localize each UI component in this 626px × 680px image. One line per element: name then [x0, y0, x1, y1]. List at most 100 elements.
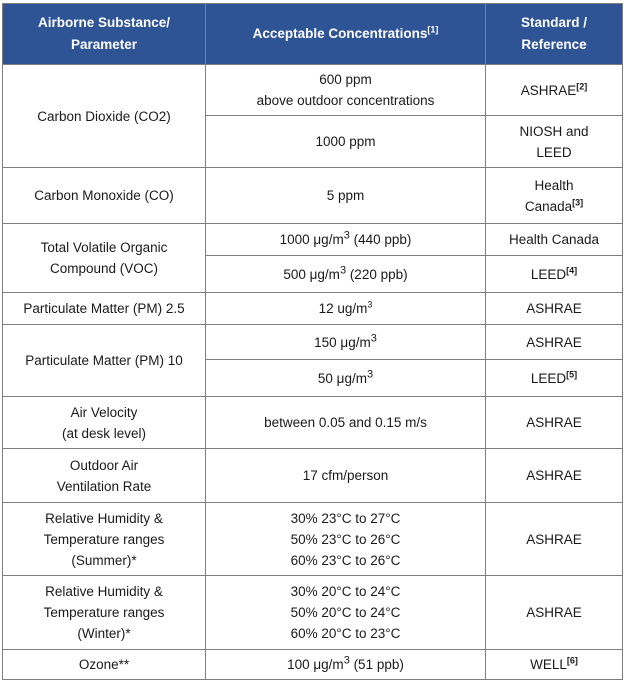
ozone-conc: 100 μg/m3 (51 ppb) [205, 649, 486, 680]
velocity-name-line2: (at desk level) [61, 425, 147, 441]
ozone-std-text: WELL [530, 657, 567, 672]
voc-name-line2: Compound (VOC) [49, 261, 159, 276]
footnote-6: [6] [566, 655, 578, 666]
voc-conc-2-exponent: 3 [339, 264, 347, 276]
co-name: Carbon Monoxide (CO) [2, 167, 206, 224]
table-row: 1000 ppm NIOSH and LEED [3, 115, 623, 168]
pm25-conc-exponent: 3 [367, 299, 373, 310]
rh-summer-name-line2: Temperature ranges [43, 531, 165, 547]
header-concentration-text: Concentrations [328, 26, 428, 41]
voc-name: Total Volatile Organic Compound (VOC) [2, 223, 206, 293]
rh-winter-std: ASHRAE [485, 575, 623, 650]
table-row: Ozone** 100 μg/m3 (51 ppb) WELL[6] [2, 649, 623, 680]
rh-summer-name-line3: (Summer)* [71, 552, 137, 568]
ventilation-name-line1: Outdoor Air [69, 457, 139, 473]
rh-winter-name: Relative Humidity & Temperature ranges (… [2, 575, 206, 650]
velocity-conc: between 0.05 and 0.15 m/s [205, 396, 486, 449]
co2-conc-2: 1000 ppm [205, 115, 486, 168]
voc-std-1: Health Canada [485, 223, 623, 256]
co-std-line2-text: Canada [524, 198, 573, 214]
header-standard-line1: Standard / [520, 15, 587, 30]
pm10-conc-2-value: 50 μg/m [317, 370, 367, 386]
co-std-line1: Health [534, 177, 574, 193]
rh-summer-conc-line3: 60% 23°C to 26°C [290, 552, 401, 568]
co-std-line2: Canada[3] [492, 196, 616, 217]
rh-winter-name-line2: Temperature ranges [43, 605, 165, 620]
pm10-conc-2-exponent: 3 [366, 368, 374, 380]
header-substance-line1: Airborne Substance/ [37, 15, 171, 30]
table-row: 50 μg/m3 LEED[5] [3, 359, 623, 397]
header-standard: Standard / Reference [485, 3, 623, 65]
co2-std-1: ASHRAE[2] [485, 64, 623, 116]
rh-winter-conc-line1: 30% 20°C to 24°C [290, 584, 401, 599]
table-row: Particulate Matter (PM) 2.5 12 ug/m3 ASH… [2, 292, 623, 325]
pm10-std-1: ASHRAE [485, 324, 623, 360]
voc-conc-1-value: 1000 μg/m [279, 232, 344, 247]
table-row: Outdoor Air Ventilation Rate 17 cfm/pers… [2, 448, 623, 503]
voc-conc-1-ppb: (440 ppb) [349, 232, 412, 247]
ozone-std: WELL[6] [485, 649, 623, 680]
rh-summer-name-line1: Relative Humidity & [45, 510, 163, 526]
table-row: Relative Humidity & Temperature ranges (… [2, 502, 623, 576]
rh-summer-conc-line2: 50% 23°C to 26°C [290, 531, 401, 547]
rh-summer-name: Relative Humidity & Temperature ranges (… [2, 502, 206, 576]
co2-conc-1-line2: above outdoor concentrations [256, 93, 435, 108]
rh-winter-conc-line3: 60% 20°C to 23°C [290, 626, 401, 641]
co-conc: 5 ppm [205, 167, 486, 224]
co2-std-1-text: ASHRAE [520, 82, 577, 98]
pm25-std: ASHRAE [485, 292, 623, 325]
pm10-std-2-text: LEED [530, 370, 567, 386]
pm10-std-2: LEED[5] [485, 359, 623, 397]
ozone-conc-ppb: (51 ppb) [349, 657, 404, 672]
header-concentration-line2: Concentrations[1] [328, 24, 439, 41]
co2-conc-1-line1: 600 ppm [319, 72, 372, 87]
table-row: Relative Humidity & Temperature ranges (… [2, 575, 623, 650]
header-footnote-1: [1] [427, 24, 439, 35]
footnote-4: [4] [566, 265, 578, 275]
ventilation-name-line2: Ventilation Rate [56, 478, 152, 494]
table-row: Total Volatile Organic Compound (VOC) 10… [2, 223, 623, 293]
footnote-2: [2] [576, 81, 588, 91]
footnote-5: [5] [566, 369, 578, 379]
co2-std-2-line2: LEED [536, 144, 572, 160]
pm10-conc-2: 50 μg/m3 [205, 359, 486, 397]
voc-std-2: LEED[4] [485, 255, 623, 293]
rh-summer-std: ASHRAE [485, 502, 623, 576]
ventilation-conc: 17 cfm/person [205, 448, 486, 503]
header-substance-line2: Parameter [70, 37, 138, 52]
pm25-conc: 12 ug/m3 [205, 292, 486, 325]
co-std: Health Canada[3] [485, 167, 623, 224]
header-concentration-line1: Acceptable [252, 26, 325, 41]
header-substance: Airborne Substance/ Parameter [2, 3, 206, 65]
co2-name: Carbon Dioxide (CO2) [2, 64, 206, 168]
rh-summer-conc-line1: 30% 23°C to 27°C [290, 510, 401, 526]
table-row: 500 μg/m3 (220 ppb) LEED[4] [3, 255, 623, 293]
rh-winter-name-line3: (Winter)* [77, 626, 131, 641]
ventilation-std: ASHRAE [485, 448, 623, 503]
velocity-name: Air Velocity (at desk level) [2, 396, 206, 449]
ozone-name: Ozone** [2, 649, 206, 680]
table-row: Carbon Dioxide (CO2) 600 ppm above outdo… [2, 64, 623, 168]
voc-conc-1-exponent: 3 [343, 229, 350, 242]
pm25-name: Particulate Matter (PM) 2.5 [2, 292, 206, 325]
pm10-conc-1: 150 μg/m3 [205, 324, 486, 360]
header-standard-line2: Reference [521, 37, 587, 52]
ventilation-name: Outdoor Air Ventilation Rate [2, 448, 206, 503]
voc-std-2-text: LEED [530, 266, 567, 282]
voc-conc-2-value: 500 μg/m [283, 266, 340, 282]
rh-winter-name-line1: Relative Humidity & [45, 584, 163, 599]
pm10-conc-1-value: 150 μg/m [314, 334, 371, 350]
pm10-conc-1-exponent: 3 [370, 332, 377, 344]
voc-conc-1: 1000 μg/m3 (440 ppb) [205, 223, 486, 256]
voc-conc-2: 500 μg/m3 (220 ppb) [205, 255, 486, 293]
pm25-conc-value: 12 ug/m [318, 301, 368, 316]
ozone-conc-exponent: 3 [343, 654, 350, 667]
header-concentration: Acceptable Concentrations[1] [205, 3, 486, 65]
voc-name-line1: Total Volatile Organic [40, 240, 168, 255]
table-row: Air Velocity (at desk level) between 0.0… [2, 396, 623, 449]
ozone-conc-value: 100 μg/m [287, 657, 344, 672]
rh-summer-conc: 30% 23°C to 27°C 50% 23°C to 26°C 60% 23… [205, 502, 486, 576]
rh-winter-conc-line2: 50% 20°C to 24°C [290, 605, 401, 620]
header-row: Airborne Substance/ Parameter Acceptable… [2, 3, 623, 65]
voc-conc-2-ppb: (220 ppb) [346, 266, 408, 282]
